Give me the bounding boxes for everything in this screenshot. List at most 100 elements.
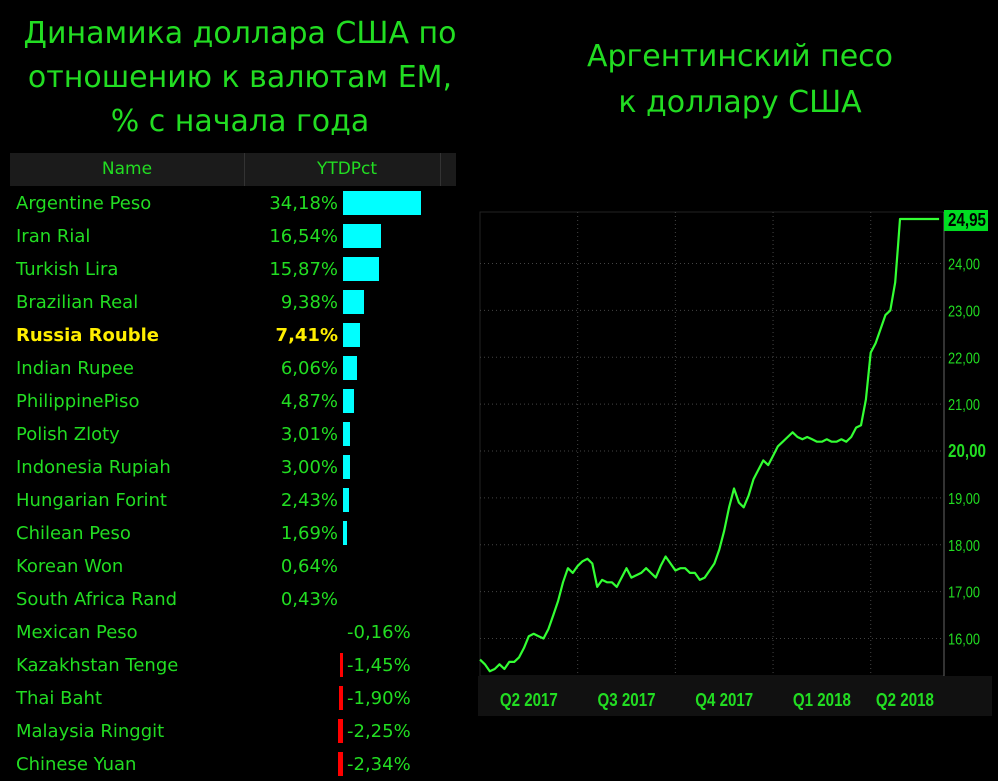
right-title-line-1: Аргентинский песо <box>586 39 894 74</box>
currency-name: Thai Baht <box>16 688 103 709</box>
ytd-bar-positive <box>343 224 381 248</box>
ytd-percent-value: 1,69% <box>280 523 338 544</box>
currency-name: Brazilian Real <box>16 292 139 313</box>
currency-name: Hungarian Forint <box>16 490 167 511</box>
left-chart-title: Динамика доллара США по отношению к валю… <box>0 12 480 144</box>
table-row[interactable]: PhilippinePiso 4,87% <box>10 385 456 418</box>
ytd-bar-positive <box>343 323 360 347</box>
currency-name: Kazakhstan Tenge <box>16 655 179 676</box>
ytd-percent-value: 3,01% <box>280 424 338 445</box>
ytd-percent-value: -1,45% <box>347 655 411 676</box>
currency-name: Korean Won <box>16 556 124 577</box>
y-tick-label: 17,00 <box>948 585 980 602</box>
table-row[interactable]: Korean Won 0,64% <box>10 550 456 583</box>
ytd-bar-positive <box>343 422 350 446</box>
ytd-percent-value: 15,87% <box>269 259 338 280</box>
table-row[interactable]: Iran Rial 16,54% <box>10 220 456 253</box>
ytd-bar-positive <box>343 191 421 215</box>
ytd-bar-positive <box>343 257 380 281</box>
column-header-name[interactable]: Name <box>101 159 153 179</box>
currency-name: Argentine Peso <box>16 193 152 214</box>
ytd-bar-positive <box>343 488 349 512</box>
currency-name: PhilippinePiso <box>16 391 140 412</box>
left-title-line-3: % с начала года <box>110 104 370 139</box>
ytd-percent-value: 3,00% <box>280 457 338 478</box>
currency-name: Chilean Peso <box>16 523 131 544</box>
ytd-percent-value: 34,18% <box>269 193 338 214</box>
ytd-percent-value: 9,38% <box>280 292 338 313</box>
ytd-bar-negative <box>337 719 343 743</box>
table-row[interactable]: Chilean Peso 1,69% <box>10 517 456 550</box>
last-value-label: 24,95 <box>948 210 986 230</box>
currency-name: Russia Rouble <box>16 325 159 346</box>
ytd-percent-value: -1,90% <box>347 688 411 709</box>
left-title-line-2: отношению к валютам ЕМ, <box>27 60 453 95</box>
peso-line-chart-svg: 16,00 17,00 18,00 19,00 20,00 21,00 22,00 23,00… <box>478 207 992 716</box>
x-tick-label: Q1 2018 <box>793 690 851 710</box>
table-row[interactable]: Indian Rupee 6,06% <box>10 352 456 385</box>
table-row[interactable]: Argentine Peso 34,18% <box>10 187 456 220</box>
table-row[interactable]: Polish Zloty 3,01% <box>10 418 456 451</box>
y-tick-label: 23,00 <box>948 303 980 320</box>
ytd-bar-negative <box>339 653 343 677</box>
currency-name: Malaysia Ringgit <box>16 721 165 742</box>
table-row[interactable]: Thai Baht -1,90% <box>10 682 456 715</box>
currency-name: Chinese Yuan <box>16 754 137 775</box>
ytd-percent-value: -0,16% <box>347 622 411 643</box>
ytd-bar-positive <box>343 389 355 413</box>
last-value-box <box>944 207 988 232</box>
plot-area <box>479 211 945 677</box>
currency-name: South Africa Rand <box>16 589 178 610</box>
x-tick-label: Q3 2017 <box>598 690 656 710</box>
y-tick-label: 21,00 <box>948 397 980 414</box>
peso-rate-line <box>479 217 940 673</box>
ytd-percent-value: 4,87% <box>280 391 338 412</box>
ytd-bar-positive <box>343 356 357 380</box>
table-header: Name YTDPct <box>10 153 456 186</box>
table-row[interactable]: South Africa Rand 0,43% <box>10 583 456 616</box>
currency-table: Name YTDPct Argentine Peso 34,18% Iran Ria… <box>10 153 456 776</box>
currency-name: Turkish Lira <box>16 259 119 280</box>
ytd-percent-value: -2,34% <box>347 754 411 775</box>
ytd-percent-value: 16,54% <box>269 226 338 247</box>
table-row[interactable]: Indonesia Rupiah 3,00% <box>10 451 456 484</box>
ytd-bar-negative <box>337 752 343 776</box>
table-row[interactable]: Chinese Yuan -2,34% <box>10 748 456 781</box>
table-row[interactable]: Brazilian Real 9,38% <box>10 286 456 319</box>
ytd-percent-value: 7,41% <box>275 325 338 346</box>
currency-name: Indian Rupee <box>16 358 134 379</box>
peso-line-chart: 16,00 17,00 18,00 19,00 20,00 21,00 22,00 23,00… <box>478 207 992 716</box>
column-header-ytd[interactable]: YTDPct <box>316 159 378 179</box>
header-divider <box>440 153 441 186</box>
right-title-line-2: к доллару США <box>618 85 862 120</box>
ytd-percent-value: 6,06% <box>280 358 338 379</box>
currency-name: Polish Zloty <box>16 424 120 445</box>
ytd-percent-value: 2,43% <box>280 490 338 511</box>
table-row[interactable]: Mexican Peso -0,16% <box>10 616 456 649</box>
table-row[interactable]: Hungarian Forint 2,43% <box>10 484 456 517</box>
y-tick-label: 19,00 <box>948 491 980 508</box>
x-tick-label: Q4 2017 <box>695 690 753 710</box>
currency-name: Indonesia Rupiah <box>16 457 171 478</box>
y-tick-label: 20,00 <box>948 441 986 461</box>
ytd-percent-value: 0,64% <box>280 556 338 577</box>
currency-name: Iran Rial <box>16 226 91 247</box>
y-tick-label: 22,00 <box>948 350 980 367</box>
table-row[interactable]: Kazakhstan Tenge -1,45% <box>10 649 456 682</box>
currency-name: Mexican Peso <box>16 622 138 643</box>
table-row[interactable]: Malaysia Ringgit -2,25% <box>10 715 456 748</box>
left-title-line-1: Динамика доллара США по <box>23 16 457 51</box>
y-tick-label: 16,00 <box>948 632 980 649</box>
y-tick-label: 24,00 <box>948 257 980 274</box>
table-row[interactable]: Turkish Lira 15,87% <box>10 253 456 286</box>
x-axis-band <box>478 676 992 716</box>
x-tick-label: Q2 2017 <box>500 690 558 710</box>
ytd-bar-positive <box>343 290 365 314</box>
ytd-bar-negative <box>338 686 343 710</box>
ytd-percent-value: -2,25% <box>347 721 411 742</box>
y-tick-label: 18,00 <box>948 538 980 555</box>
table-row[interactable]: Russia Rouble 7,41% <box>10 319 456 352</box>
right-chart-title: Аргентинский песо к доллару США <box>560 34 920 126</box>
ytd-bar-positive <box>343 455 350 479</box>
ytd-percent-value: 0,43% <box>280 589 338 610</box>
